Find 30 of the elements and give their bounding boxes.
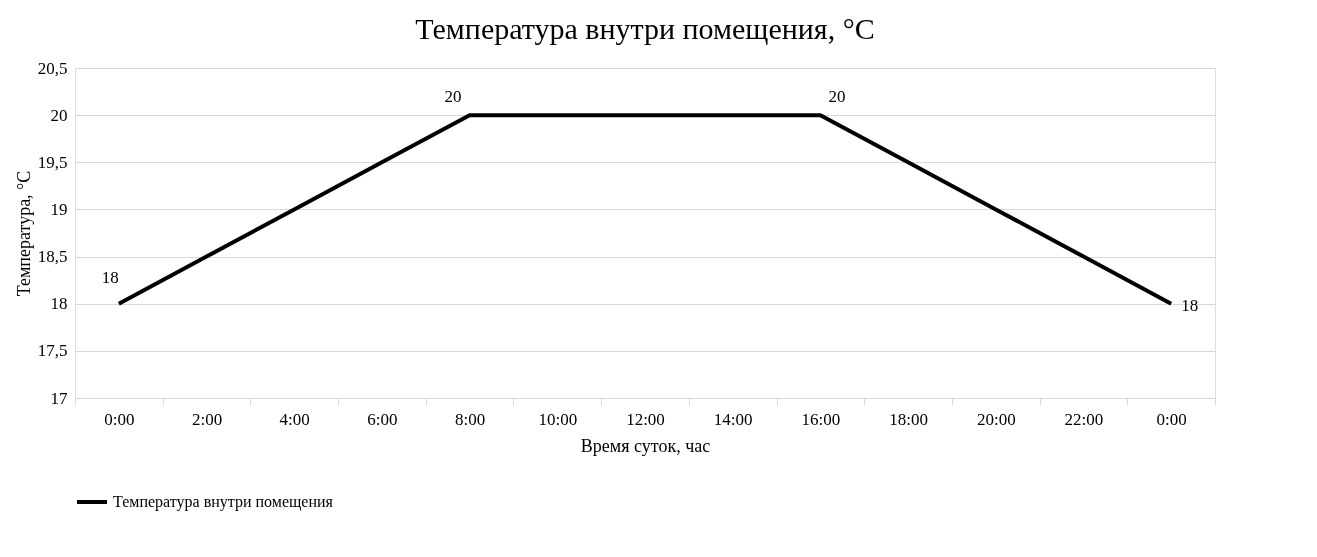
data-label: 18	[101, 267, 119, 287]
data-label: 20	[828, 87, 846, 107]
y-tick-label: 17,5	[37, 341, 68, 361]
x-tick-label: 10:00	[538, 409, 578, 429]
x-tick-label: 0:00	[1156, 409, 1187, 429]
x-tick-label: 14:00	[713, 409, 753, 429]
y-tick-label: 20,5	[37, 58, 68, 78]
y-tick-label: 20	[50, 105, 68, 125]
y-tick-label: 19	[50, 199, 68, 219]
x-axis-title: Время суток, час	[580, 435, 711, 456]
chart-title: Температура внутри помещения, °C	[415, 12, 875, 45]
x-tick-label: 22:00	[1064, 409, 1104, 429]
x-tick-label: 16:00	[801, 409, 841, 429]
x-tick-label: 20:00	[976, 409, 1016, 429]
data-label: 18	[1181, 295, 1199, 315]
legend-label: Температура внутри помещения	[113, 493, 334, 511]
y-axis-title: Температура, °C	[13, 170, 34, 297]
x-tick-label: 2:00	[191, 409, 223, 429]
y-tick-label: 18	[50, 294, 68, 314]
y-tick-label: 19,5	[37, 152, 68, 172]
x-tick-label: 8:00	[455, 409, 486, 429]
x-tick-label: 18:00	[889, 409, 928, 429]
line-series	[116, 113, 1174, 306]
x-tick-label: 4:00	[279, 409, 310, 429]
y-tick-label: 17	[50, 388, 68, 408]
x-tick-label: 6:00	[367, 409, 398, 429]
x-tick-label: 0:00	[104, 409, 135, 429]
y-tick-label: 18,5	[37, 247, 68, 267]
x-tick-label: 12:00	[626, 409, 665, 429]
data-label: 20	[444, 87, 462, 107]
